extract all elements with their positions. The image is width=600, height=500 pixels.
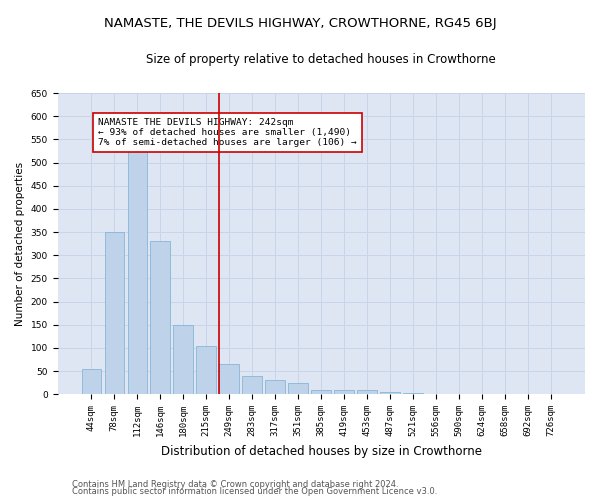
Bar xyxy=(311,390,331,394)
Bar xyxy=(358,390,377,394)
Text: NAMASTE, THE DEVILS HIGHWAY, CROWTHORNE, RG45 6BJ: NAMASTE, THE DEVILS HIGHWAY, CROWTHORNE,… xyxy=(104,18,496,30)
Bar xyxy=(265,380,285,394)
Bar xyxy=(380,392,400,394)
Bar xyxy=(151,242,170,394)
Text: Contains public sector information licensed under the Open Government Licence v3: Contains public sector information licen… xyxy=(72,487,437,496)
Bar xyxy=(334,390,354,394)
Text: NAMASTE THE DEVILS HIGHWAY: 242sqm
← 93% of detached houses are smaller (1,490)
: NAMASTE THE DEVILS HIGHWAY: 242sqm ← 93%… xyxy=(98,118,357,148)
X-axis label: Distribution of detached houses by size in Crowthorne: Distribution of detached houses by size … xyxy=(161,444,482,458)
Bar xyxy=(82,368,101,394)
Title: Size of property relative to detached houses in Crowthorne: Size of property relative to detached ho… xyxy=(146,52,496,66)
Bar xyxy=(289,382,308,394)
Y-axis label: Number of detached properties: Number of detached properties xyxy=(15,162,25,326)
Bar xyxy=(173,324,193,394)
Bar xyxy=(242,376,262,394)
Text: Contains HM Land Registry data © Crown copyright and database right 2024.: Contains HM Land Registry data © Crown c… xyxy=(72,480,398,489)
Bar xyxy=(104,232,124,394)
Bar xyxy=(196,346,216,394)
Bar xyxy=(220,364,239,394)
Bar xyxy=(128,135,147,394)
